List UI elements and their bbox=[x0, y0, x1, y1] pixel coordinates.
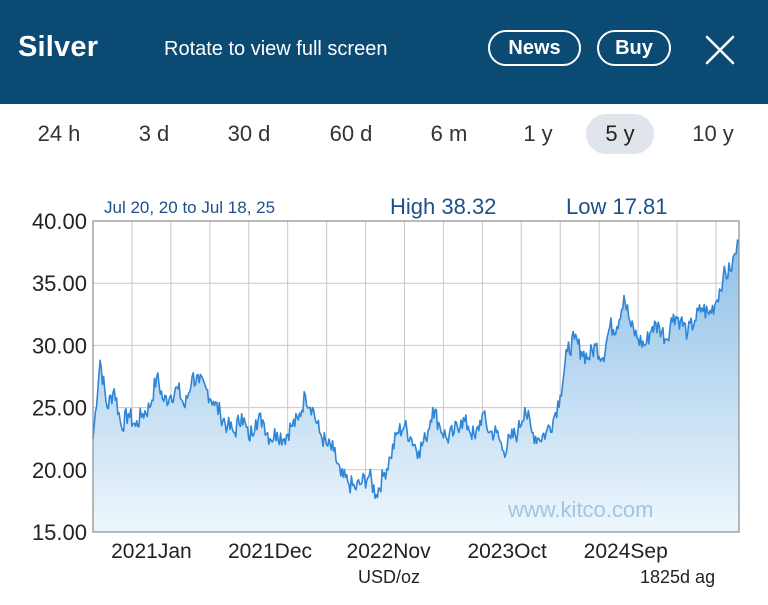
buy-button[interactable]: Buy bbox=[597, 30, 671, 66]
x-tick-label: 2021Jan bbox=[111, 540, 192, 563]
date-range-label: Jul 20, 20 to Jul 18, 25 bbox=[104, 198, 275, 217]
plot-frame bbox=[92, 220, 740, 533]
tab-label: 60 d bbox=[329, 121, 373, 146]
tab-label: 1 y bbox=[523, 121, 553, 146]
y-axis-ticks: 15.00 20.00 25.00 30.00 35.00 40.00 bbox=[32, 209, 87, 545]
x-tick-label: 2024Sep bbox=[584, 540, 668, 563]
y-tick-label: 40.00 bbox=[32, 209, 87, 234]
x-tick-label: 2021Dec bbox=[228, 540, 312, 563]
price-area-fill bbox=[93, 240, 739, 532]
y-tick-label: 35.00 bbox=[32, 271, 87, 296]
unit-label: USD/oz bbox=[358, 567, 420, 587]
tab-60d[interactable]: 60 d bbox=[314, 114, 388, 154]
tab-5y[interactable]: 5 y bbox=[586, 114, 654, 154]
price-chart: 15.00 20.00 25.00 30.00 35.00 40.00 2021Jan 20… bbox=[0, 190, 768, 600]
tab-label: 6 m bbox=[430, 121, 468, 146]
app-header: Silver Rotate to view full screen News B… bbox=[0, 0, 768, 104]
news-button[interactable]: News bbox=[488, 30, 581, 66]
tab-label: 3 d bbox=[138, 121, 170, 146]
tab-1y[interactable]: 1 y bbox=[508, 114, 568, 154]
tab-label: 24 h bbox=[37, 121, 81, 146]
span-label: 1825d ag bbox=[640, 567, 715, 587]
high-label: High 38.32 bbox=[390, 194, 496, 219]
close-button[interactable] bbox=[700, 30, 740, 70]
tab-24h[interactable]: 24 h bbox=[20, 114, 98, 154]
page-title: Silver bbox=[18, 31, 99, 63]
close-icon bbox=[705, 35, 735, 65]
tab-label: 5 y bbox=[605, 121, 635, 146]
y-tick-label: 15.00 bbox=[32, 520, 87, 545]
y-tick-label: 20.00 bbox=[32, 458, 87, 483]
tab-10y[interactable]: 10 y bbox=[678, 114, 748, 154]
time-range-tabs: 24 h 3 d 30 d 60 d 6 m 1 y 5 y 10 y bbox=[0, 112, 768, 158]
tab-label: 30 d bbox=[227, 121, 271, 146]
tab-6m[interactable]: 6 m bbox=[416, 114, 482, 154]
rotate-hint: Rotate to view full screen bbox=[164, 38, 388, 60]
tab-label: 10 y bbox=[692, 121, 734, 146]
x-axis-ticks: 2021Jan 2021Dec 2022Nov 2023Oct 2024Sep bbox=[111, 540, 668, 563]
price-line bbox=[92, 239, 740, 499]
tab-30d[interactable]: 30 d bbox=[214, 114, 284, 154]
low-label: Low 17.81 bbox=[566, 194, 668, 219]
tab-3d[interactable]: 3 d bbox=[122, 114, 186, 154]
y-tick-label: 25.00 bbox=[32, 396, 87, 421]
y-tick-label: 30.00 bbox=[32, 333, 87, 358]
x-tick-label: 2022Nov bbox=[347, 540, 432, 563]
watermark: www.kitco.com bbox=[507, 497, 653, 522]
x-tick-label: 2023Oct bbox=[467, 540, 547, 563]
